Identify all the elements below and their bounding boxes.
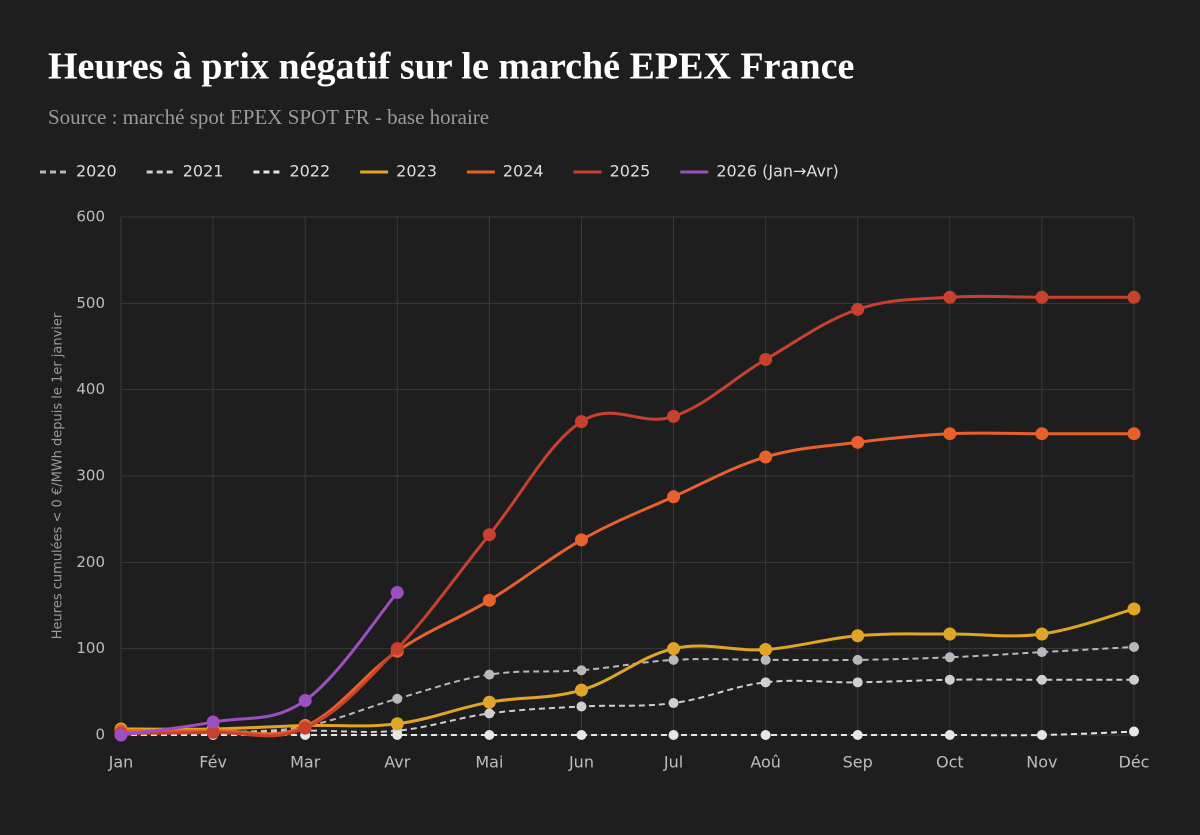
- x-tick-label: Jul: [663, 753, 683, 772]
- data-point: [390, 586, 404, 600]
- data-point: [1127, 290, 1141, 304]
- data-point: [1036, 674, 1047, 685]
- data-point: [1035, 627, 1049, 641]
- data-point: [574, 533, 588, 547]
- data-point: [392, 730, 403, 740]
- data-point: [1129, 726, 1139, 737]
- x-tick-label: Aoû: [750, 753, 781, 772]
- data-point: [759, 352, 773, 366]
- data-point: [668, 730, 679, 740]
- x-tick-label: Mar: [290, 753, 321, 772]
- data-point: [759, 643, 773, 657]
- data-point: [944, 652, 955, 663]
- series-line: [120, 591, 399, 737]
- data-point: [390, 642, 404, 656]
- data-point: [206, 715, 220, 729]
- x-tick-label: Jan: [108, 753, 134, 772]
- data-point: [667, 409, 681, 423]
- data-point: [760, 677, 771, 688]
- data-point: [1036, 730, 1047, 740]
- data-point: [576, 665, 587, 676]
- data-point: [114, 728, 128, 742]
- legend-label: 2024: [503, 162, 544, 181]
- y-tick-label: 500: [76, 294, 105, 312]
- data-point: [760, 730, 771, 740]
- series-line: [120, 645, 1135, 736]
- data-point: [944, 730, 955, 740]
- data-point: [392, 693, 403, 704]
- legend-label: 2023: [396, 162, 437, 181]
- data-point: [484, 708, 495, 719]
- data-point: [1035, 290, 1049, 304]
- data-point: [852, 730, 863, 740]
- y-tick-label: 600: [76, 208, 105, 226]
- data-point: [574, 415, 588, 429]
- data-point: [1035, 427, 1049, 441]
- data-point: [668, 698, 679, 709]
- data-point: [482, 695, 496, 709]
- data-point: [298, 693, 312, 707]
- x-tick-label: Nov: [1026, 753, 1057, 772]
- data-point: [852, 677, 863, 688]
- x-tick-label: Avr: [384, 753, 410, 772]
- data-point: [852, 654, 863, 665]
- data-point: [576, 730, 587, 740]
- x-tick-label: Oct: [936, 753, 964, 772]
- data-point: [667, 642, 681, 656]
- data-point: [482, 593, 496, 607]
- data-point: [760, 654, 771, 665]
- data-point: [390, 717, 404, 731]
- y-tick-label: 100: [76, 639, 105, 657]
- data-point: [206, 725, 220, 739]
- data-point: [851, 302, 865, 316]
- data-point: [1036, 647, 1047, 658]
- series-line: [121, 730, 1135, 737]
- chart-title: Heures à prix négatif sur le marché EPEX…: [48, 46, 854, 88]
- legend-label: 2026 (Jan→Avr): [716, 162, 838, 181]
- data-point: [667, 490, 681, 504]
- y-axis-label: Heures cumulées < 0 €/MWh depuis le 1er …: [51, 312, 66, 639]
- data-point: [298, 721, 312, 735]
- legend-label: 2025: [610, 162, 651, 181]
- legend-label: 2020: [76, 162, 117, 181]
- data-point: [1129, 674, 1139, 685]
- data-point: [943, 427, 957, 441]
- data-point: [668, 654, 679, 665]
- data-point: [944, 674, 955, 685]
- data-point: [943, 290, 957, 304]
- data-point: [574, 683, 588, 697]
- series-line: [120, 607, 1135, 731]
- data-point: [943, 627, 957, 641]
- data-point: [1129, 641, 1139, 652]
- data-point: [576, 701, 587, 712]
- x-tick-label: Mai: [475, 753, 503, 772]
- x-tick-label: Fév: [199, 753, 227, 772]
- legend-label: 2021: [183, 162, 224, 181]
- chart-subtitle: Source : marché spot EPEX SPOT FR - base…: [48, 105, 489, 129]
- x-tick-label: Déc: [1119, 753, 1150, 772]
- data-point: [851, 629, 865, 643]
- y-tick-label: 400: [76, 380, 105, 398]
- y-tick-label: 0: [95, 726, 105, 744]
- y-tick-label: 200: [76, 553, 105, 571]
- x-tick-label: Sep: [843, 753, 873, 772]
- data-point: [484, 730, 495, 740]
- legend-label: 2022: [289, 162, 330, 181]
- data-point: [1127, 427, 1141, 441]
- data-point: [851, 435, 865, 449]
- data-point: [1127, 602, 1141, 616]
- data-point: [482, 528, 496, 542]
- y-tick-label: 300: [76, 467, 105, 485]
- data-point: [484, 669, 495, 680]
- data-point: [759, 450, 773, 464]
- x-tick-label: Jun: [568, 753, 594, 772]
